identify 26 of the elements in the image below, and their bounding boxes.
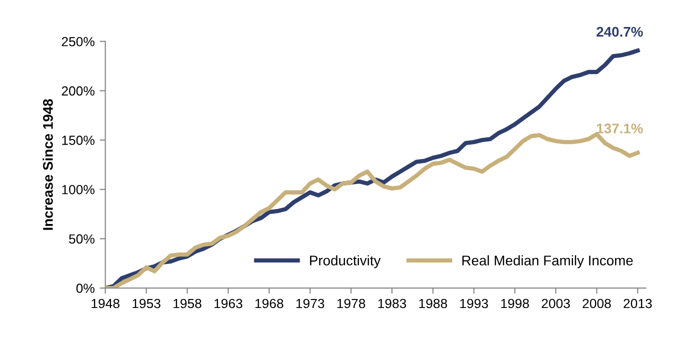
x-tick-label: 1953 bbox=[132, 298, 160, 308]
legend-label: Real Median Family Income bbox=[462, 255, 633, 268]
x-tick-label: 2013 bbox=[624, 298, 652, 308]
x-tick-label: 1998 bbox=[501, 298, 529, 308]
annotation: 137.1% bbox=[597, 124, 643, 134]
x-tick-label: 1958 bbox=[174, 298, 202, 308]
x-tick-label: 1988 bbox=[419, 298, 448, 308]
line-series bbox=[105, 132, 640, 288]
x-tick-label: 1968 bbox=[255, 298, 284, 308]
y-tick-label: 0% bbox=[76, 284, 94, 293]
annotation: 240.7% bbox=[596, 26, 643, 37]
y-tick-label: 200% bbox=[62, 86, 94, 96]
x-tick-label: 2008 bbox=[582, 298, 611, 308]
y-tick-label: 250% bbox=[62, 36, 94, 46]
x-tick-label: 1973 bbox=[296, 298, 324, 308]
x-tick-label: 1963 bbox=[214, 298, 242, 308]
x-tick-label: 1993 bbox=[460, 298, 488, 308]
y-axis-title: Increase Since 1948 bbox=[42, 99, 53, 230]
legend-label: Productivity bbox=[310, 255, 381, 268]
x-tick-label: 1978 bbox=[337, 298, 366, 308]
x-tick-label: 1948 bbox=[92, 298, 120, 308]
y-tick-label: 100% bbox=[62, 184, 94, 194]
x-tick-label: 1983 bbox=[378, 298, 406, 308]
y-tick-label: 50% bbox=[69, 234, 94, 244]
x-tick-label: 2003 bbox=[542, 298, 570, 308]
y-tick-label: 150% bbox=[62, 136, 94, 145]
